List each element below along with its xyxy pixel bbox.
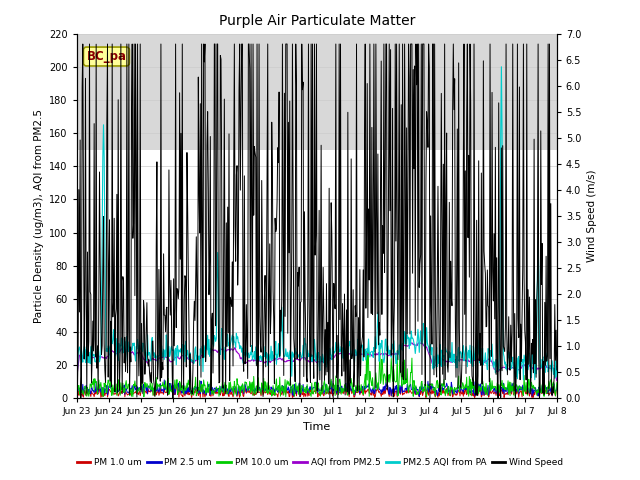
- Y-axis label: Wind Speed (m/s): Wind Speed (m/s): [587, 170, 597, 262]
- Text: BC_pa: BC_pa: [86, 50, 127, 63]
- X-axis label: Time: Time: [303, 422, 330, 432]
- Y-axis label: Particle Density (ug/m3), AQI from PM2.5: Particle Density (ug/m3), AQI from PM2.5: [33, 109, 44, 323]
- Legend: PM 1.0 um, PM 2.5 um, PM 10.0 um, AQI from PM2.5, PM2.5 AQI from PA, Wind Speed: PM 1.0 um, PM 2.5 um, PM 10.0 um, AQI fr…: [73, 455, 567, 471]
- Title: Purple Air Particulate Matter: Purple Air Particulate Matter: [219, 14, 415, 28]
- Bar: [77, 34, 557, 150]
